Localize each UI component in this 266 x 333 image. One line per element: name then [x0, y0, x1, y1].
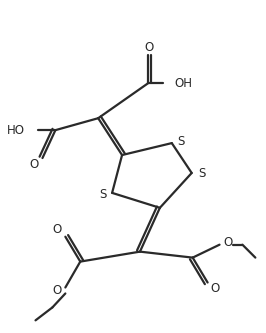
Text: S: S — [177, 135, 184, 148]
Text: O: O — [144, 41, 153, 54]
Text: S: S — [198, 167, 205, 180]
Text: O: O — [29, 158, 38, 170]
Text: O: O — [53, 223, 62, 236]
Text: O: O — [53, 284, 62, 297]
Text: HO: HO — [7, 124, 24, 137]
Text: OH: OH — [175, 77, 193, 90]
Text: S: S — [99, 188, 107, 201]
Text: O: O — [223, 236, 232, 249]
Text: O: O — [210, 282, 219, 295]
